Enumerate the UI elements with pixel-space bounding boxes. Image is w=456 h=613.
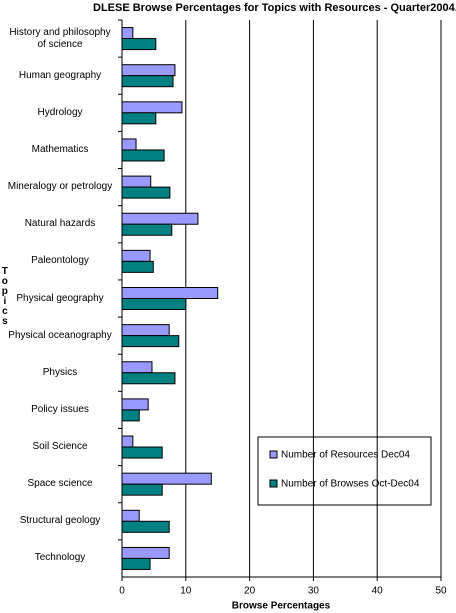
bar — [121, 101, 183, 114]
bar — [121, 546, 170, 559]
bar — [121, 446, 163, 459]
y-axis-title: Topics — [0, 266, 10, 326]
bar — [121, 509, 140, 522]
y-tick-label: Technology — [34, 552, 86, 564]
y-tick-label: Physical geography — [16, 292, 104, 304]
bar — [121, 75, 174, 88]
bar — [121, 520, 170, 533]
y-tick-label: Physical oceanography — [8, 329, 112, 341]
legend-label: Number of Browses Oct-Dec04 — [281, 479, 420, 490]
legend-swatch — [269, 479, 278, 488]
x-axis-title: Browse Percentages — [232, 601, 331, 612]
y-tick-label: Physics — [42, 366, 78, 378]
y-tick-label: Mineralogy or petrology — [7, 181, 113, 193]
legend-label: Number of Resources Dec04 — [281, 450, 410, 461]
bar — [121, 212, 199, 225]
bar — [121, 557, 151, 570]
y-tick-label: Space science — [27, 478, 93, 490]
y-tick-label: Policy issues — [31, 403, 89, 415]
bar — [121, 149, 165, 162]
bar — [121, 223, 173, 236]
bar — [121, 298, 187, 310]
y-tick-label: Paleontology — [31, 255, 89, 267]
bar — [121, 287, 219, 299]
y-tick-label: History and philosophy of science — [9, 26, 111, 50]
bar — [121, 483, 163, 496]
bar — [121, 435, 134, 448]
y-tick-label: Human geography — [18, 69, 102, 81]
bar — [121, 112, 157, 125]
legend-box — [257, 436, 432, 506]
bar — [121, 409, 140, 422]
bar — [121, 324, 170, 337]
x-tick-label: 0 — [119, 586, 125, 597]
x-tick-label: 10 — [180, 586, 192, 597]
bar — [121, 361, 153, 374]
x-tick-label: 20 — [244, 586, 256, 597]
bar — [121, 138, 137, 151]
y-tick-label: Structural geology — [19, 515, 101, 527]
bar — [121, 27, 134, 40]
x-tick-label: 30 — [308, 586, 320, 597]
bar — [121, 335, 180, 348]
x-tick-label: 50 — [435, 586, 447, 597]
bar — [121, 372, 176, 385]
bar — [121, 260, 154, 273]
bar — [121, 38, 157, 51]
bar — [121, 472, 212, 485]
bar — [121, 175, 152, 188]
bar — [121, 64, 176, 77]
legend-swatch — [269, 450, 278, 459]
bar — [121, 249, 151, 262]
x-tick-label: 40 — [372, 586, 384, 597]
y-tick-label: Mathematics — [31, 143, 89, 155]
y-tick-label: Natural hazards — [24, 218, 96, 230]
y-tick-label: Hydrology — [37, 106, 83, 118]
bar — [121, 398, 149, 411]
y-tick-label: Soil Science — [32, 441, 88, 453]
bar — [121, 186, 171, 199]
chart-title: DLESE Browse Percentages for Topics with… — [93, 2, 456, 14]
